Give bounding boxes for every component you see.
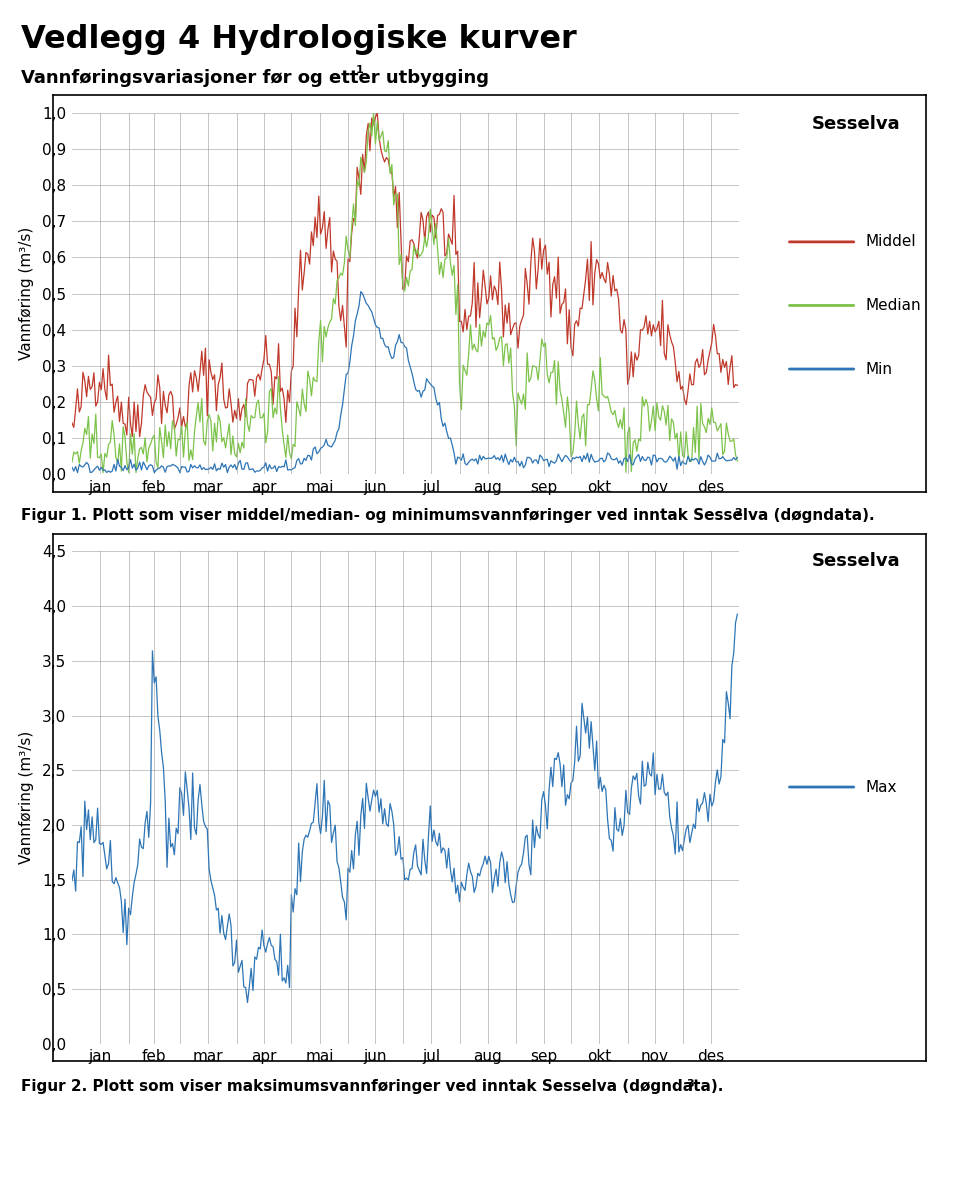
Text: Sesselva: Sesselva — [811, 553, 900, 570]
Text: Median: Median — [865, 298, 921, 313]
Text: Figur 2. Plott som viser maksimumsvannføringer ved inntak Sesselva (døgndata).: Figur 2. Plott som viser maksimumsvannfø… — [21, 1079, 724, 1095]
Text: 1: 1 — [355, 65, 363, 75]
Y-axis label: Vannføring (m³/s): Vannføring (m³/s) — [19, 731, 34, 865]
Text: Vannføringsvariasjoner før og etter utbygging: Vannføringsvariasjoner før og etter utby… — [21, 69, 489, 87]
Text: Middel: Middel — [865, 235, 916, 249]
Text: Sesselva: Sesselva — [811, 115, 900, 133]
Text: Max: Max — [865, 779, 897, 795]
Text: 2: 2 — [734, 508, 742, 517]
Text: Min: Min — [865, 362, 892, 376]
Y-axis label: Vannføring (m³/s): Vannføring (m³/s) — [19, 227, 34, 361]
Text: Figur 1. Plott som viser middel/median- og minimumsvannføringer ved inntak Sesse: Figur 1. Plott som viser middel/median- … — [21, 508, 875, 523]
Text: 3: 3 — [686, 1079, 694, 1089]
Text: Vedlegg 4 Hydrologiske kurver: Vedlegg 4 Hydrologiske kurver — [21, 24, 577, 55]
